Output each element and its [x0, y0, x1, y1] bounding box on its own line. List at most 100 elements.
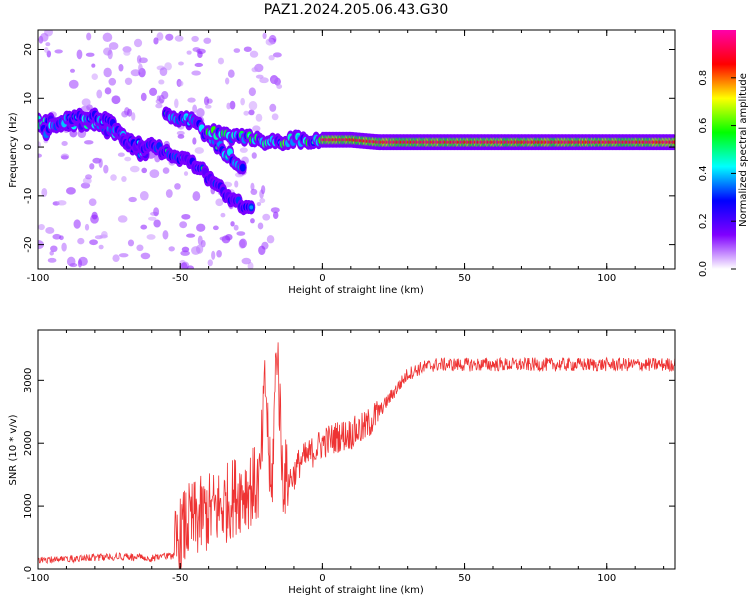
spectrogram-noise-cell: [91, 211, 98, 220]
spectrogram-noise-cell: [183, 171, 189, 176]
spectrogram-noise-cell: [226, 102, 231, 110]
spectrogram-noise-cell: [38, 153, 42, 158]
spectrogram-noise-cell: [196, 108, 205, 118]
spectrogram-noise-cell: [234, 180, 239, 188]
spectrogram-noise-cell: [108, 77, 117, 86]
spectrogram-noise-cell: [186, 50, 192, 55]
spectrogram-noise-cell: [103, 164, 109, 174]
spectrogram-noise-cell: [118, 253, 129, 258]
spectrogram-noise-cell: [49, 250, 54, 256]
spectrogram-noise-cell: [217, 57, 225, 65]
spectrogram-noise-cell: [216, 250, 222, 258]
spectrogram-noise-cell: [111, 95, 121, 105]
spectrogram-noise-cell: [272, 211, 279, 219]
spectrogram-noise-cell: [248, 101, 258, 111]
spectrogram-noise-cell: [139, 191, 149, 201]
spectrogram-noise-cell: [86, 32, 92, 41]
spectrogram-noise-cell: [133, 38, 143, 48]
snr-x-tick-label: -100: [27, 573, 50, 584]
spectrogram-noise-cell: [227, 69, 235, 78]
figure-title: PAZ1.2024.205.06.43.G30: [264, 2, 449, 18]
spectrogram-noise-cell: [50, 245, 58, 253]
spectrogram-y-tick-label: -20: [23, 236, 34, 252]
spectrogram-noise-cell: [118, 64, 124, 72]
spectrogram-noise-cell: [149, 87, 158, 96]
spectrogram-noise-cell: [165, 33, 174, 41]
snr-y-label: SNR (10 * v/v): [8, 414, 19, 485]
spectrogram-noise-cell: [239, 147, 248, 153]
spectrogram-noise-cell: [44, 47, 49, 53]
spectrogram-noise-cell: [236, 231, 246, 236]
spectrogram-noise-cell: [176, 130, 185, 136]
spectrogram-noise-cell: [255, 113, 263, 122]
spectrogram-noise-cell: [38, 141, 41, 148]
spectrogram-noise-cell: [252, 125, 261, 132]
spectrogram-cells: [38, 30, 675, 269]
spectrogram-x-label: Height of straight line (km): [288, 285, 424, 296]
spectrogram-noise-cell: [158, 79, 165, 85]
spectrogram-noise-cell: [56, 200, 67, 206]
spectrogram-marks: [38, 30, 675, 269]
spectrogram-noise-cell: [271, 113, 279, 121]
spectrogram-noise-cell: [141, 167, 148, 174]
spectrogram-noise-cell: [153, 207, 160, 217]
spectrogram-noise-cell: [197, 50, 203, 59]
spectrogram-noise-cell: [177, 134, 185, 139]
spectrogram-noise-cell: [162, 230, 169, 240]
spectrogram-x-tick-label: 50: [458, 273, 471, 284]
spectrogram-noise-cell: [138, 63, 143, 73]
spectrogram-noise-cell: [272, 52, 282, 58]
spectrogram-noise-cell: [225, 77, 230, 85]
spectrogram-noise-cell: [103, 47, 112, 56]
spectrogram-noise-cell: [259, 77, 269, 84]
colorbar-gradient: [712, 30, 736, 269]
spectrogram-noise-cell: [40, 32, 49, 42]
spectrogram-noise-cell: [47, 257, 57, 263]
spectrogram-noise-cell: [117, 152, 125, 157]
snr-y-tick-label: 0: [23, 566, 34, 572]
spectrogram-noise-cell: [250, 188, 258, 196]
spectrogram-noise-cell: [41, 187, 48, 198]
snr-series-line: [37, 342, 676, 570]
spectrogram-noise-cell: [192, 191, 201, 202]
snr-y-ticks: 0 1000 2000 3000: [23, 368, 675, 572]
spectrogram-noise-cell: [258, 245, 266, 256]
spectrogram-noise-cell: [191, 35, 199, 43]
spectrogram-noise-cell: [203, 96, 210, 106]
spectrogram-noise-cell: [61, 140, 68, 146]
spectrogram-noise-cell: [98, 244, 104, 250]
spectrogram-noise-cell: [153, 219, 161, 228]
spectrogram-ridge-peak: [249, 205, 254, 210]
spectrogram-noise-cell: [91, 73, 98, 80]
snr-x-label: Height of straight line (km): [288, 585, 424, 596]
spectrogram-noise-cell: [257, 222, 264, 230]
spectrogram-noise-cell: [266, 235, 275, 244]
spectrogram-noise-cell: [215, 198, 224, 207]
spectrogram-frame: [37, 29, 676, 270]
spectrogram-noise-cell: [276, 83, 283, 89]
snr-frame: [37, 329, 676, 570]
spectrogram-y-tick-label: 0: [23, 144, 34, 150]
spectrogram-noise-cell: [181, 213, 191, 220]
spectrogram-noise-cell: [159, 67, 168, 77]
spectrogram-noise-cell: [207, 259, 213, 267]
snr-x-tick-label: 50: [458, 573, 471, 584]
spectrogram-noise-cell: [243, 46, 252, 52]
spectrogram-noise-cell: [83, 140, 94, 145]
spectrogram-noise-cell: [148, 216, 157, 221]
spectrogram-noise-cell: [85, 174, 92, 180]
spectrogram-noise-cell: [269, 103, 277, 112]
snr-x-ticks: -100 -50 0 50 100: [27, 330, 665, 584]
spectrogram-noise-cell: [124, 156, 132, 162]
spectrogram-noise-cell: [255, 74, 264, 79]
spectrogram-noise-cell: [117, 215, 128, 223]
spectrogram-noise-cell: [104, 87, 112, 95]
spectrogram-noise-cell: [158, 94, 165, 104]
spectrogram-noise-cell: [162, 167, 170, 174]
spectrogram-noise-cell: [45, 226, 55, 234]
colorbar-ticks: 0.0 0.2 0.4 0.6 0.8: [698, 70, 736, 277]
spectrogram-noise-cell: [101, 230, 108, 238]
spectrogram-noise-cell: [220, 212, 226, 218]
spectrogram-noise-cell: [61, 155, 69, 160]
spectrogram-noise-cell: [219, 236, 228, 241]
